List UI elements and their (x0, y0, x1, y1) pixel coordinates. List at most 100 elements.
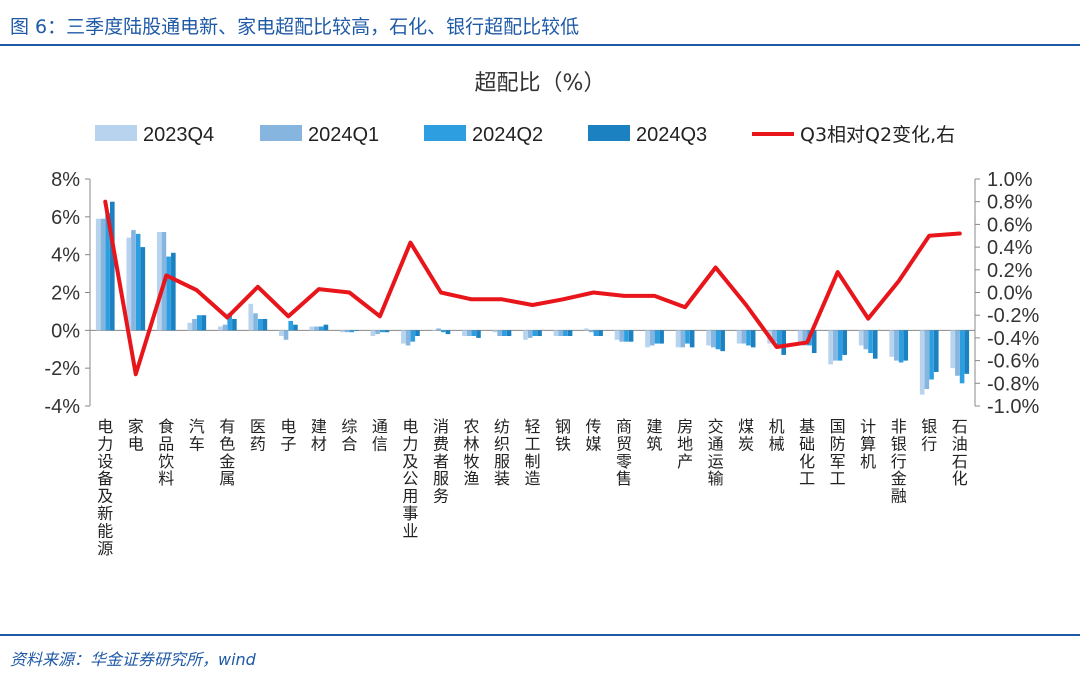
category-label-9: 通信 (372, 417, 388, 453)
left-tick-label: 2% (51, 283, 80, 305)
bar-2024Q2-13 (502, 330, 507, 336)
bar-2024Q1-8 (344, 330, 350, 333)
bar-2023Q4-19 (675, 330, 681, 348)
category-label-15: 钢铁 (555, 417, 571, 453)
bar-2024Q3-0 (110, 201, 115, 331)
bar-2024Q2-8 (349, 330, 355, 333)
bar-2024Q1-1 (131, 230, 136, 331)
bar-2024Q3-5 (262, 318, 268, 331)
bar-2024Q3-16 (598, 330, 603, 336)
category-label-11: 消费者服务 (433, 417, 449, 506)
chart-category-labels: 电力设备及新能源家电食品饮料汽车有色金属医药电子建材综合通信电力及公用事业消费者… (97, 417, 967, 558)
category-label-5: 医药 (250, 417, 266, 453)
bar-2024Q3-27 (933, 330, 939, 372)
category-label-27: 银行 (921, 417, 937, 453)
left-tick-label: -4% (44, 396, 80, 418)
bar-2024Q1-20 (710, 330, 716, 348)
chart-legend: 2023Q4 2024Q1 2024Q2 2024Q3 Q3相对Q2变化,右 (95, 124, 955, 146)
bar-2024Q3-19 (689, 330, 695, 348)
bar-2024Q2-20 (715, 330, 721, 350)
bar-2024Q2-12 (471, 330, 477, 336)
bar-2024Q3-14 (537, 330, 542, 336)
bar-2024Q3-3 (201, 315, 207, 331)
bar-2024Q1-7 (314, 326, 319, 331)
legend-label-2: 2024Q2 (472, 124, 543, 146)
bar-2024Q3-12 (476, 330, 481, 338)
bar-2024Q1-14 (527, 330, 533, 338)
bar-2024Q2-7 (318, 326, 324, 331)
legend-label-0: 2023Q4 (143, 124, 214, 146)
left-tick-label: 4% (51, 245, 80, 267)
bar-2023Q4-14 (523, 330, 528, 340)
bar-2024Q2-0 (105, 213, 110, 331)
bar-2023Q4-28 (950, 330, 955, 369)
bar-2023Q4-2 (156, 231, 162, 331)
category-label-12: 农林牧渔 (463, 417, 479, 488)
bar-2024Q3-7 (323, 324, 329, 331)
bar-2024Q2-2 (166, 256, 171, 331)
category-label-24: 国防军工 (830, 417, 846, 488)
bar-2024Q1-3 (192, 318, 197, 331)
bar-2024Q2-11 (441, 330, 446, 333)
bar-2024Q3-11 (445, 330, 451, 335)
bar-2024Q2-16 (593, 330, 599, 336)
category-label-18: 建筑 (647, 417, 663, 453)
category-label-0: 电力设备及新能源 (97, 417, 113, 558)
bar-2023Q4-21 (736, 330, 742, 344)
bar-2024Q2-17 (624, 330, 629, 342)
category-label-25: 计算机 (860, 417, 876, 471)
right-tick-label: 0.8% (987, 192, 1033, 214)
bar-2024Q2-21 (746, 330, 751, 346)
legend-label-3: 2024Q3 (636, 124, 707, 146)
bar-2024Q3-10 (415, 330, 420, 336)
bar-2023Q4-25 (858, 330, 864, 346)
category-label-21: 煤炭 (738, 417, 754, 453)
bar-2024Q2-24 (837, 330, 843, 361)
category-label-26: 非银行金融 (891, 417, 907, 506)
legend-swatch-3 (588, 125, 630, 141)
bar-2024Q1-15 (558, 330, 563, 336)
bar-2024Q1-12 (466, 330, 472, 336)
bar-2023Q4-23 (797, 330, 803, 344)
bar-2024Q3-1 (140, 247, 146, 331)
bar-2023Q4-12 (462, 330, 467, 336)
bar-2024Q3-17 (628, 330, 634, 342)
bar-2024Q2-10 (410, 330, 416, 342)
bar-2024Q3-6 (293, 324, 298, 331)
right-tick-label: 0.6% (987, 214, 1033, 236)
category-label-22: 机械 (769, 417, 785, 453)
category-label-2: 食品饮料 (158, 417, 174, 488)
chart-axes: 8% 6% 4% 2% 0% -2% -4% 1.0%0.8%0.6%0.4%0.2%0.0%… (44, 169, 1039, 418)
bar-2024Q1-4 (222, 324, 228, 331)
chart-title: 超配比（%） (475, 71, 606, 96)
bar-2024Q2-5 (257, 318, 263, 331)
bar-2024Q1-10 (405, 330, 411, 346)
bar-2024Q2-28 (959, 330, 965, 384)
title-divider (0, 44, 1080, 46)
bar-2023Q4-27 (919, 330, 925, 395)
bar-2024Q1-0 (100, 218, 106, 331)
category-label-4: 有色金属 (219, 417, 235, 488)
bar-2023Q4-26 (889, 330, 894, 357)
right-tick-label: 1.0% (987, 169, 1033, 191)
bar-2024Q3-13 (506, 330, 512, 336)
source-note: 资料来源：华金证券研究所，wind (10, 650, 256, 669)
figure-title: 图 6：三季度陆股通电新、家电超配比较高，石化、银行超配比较低 (10, 16, 580, 38)
bar-2024Q2-19 (685, 330, 690, 344)
right-tick-label: -0.2% (987, 305, 1039, 327)
bar-2024Q3-22 (781, 330, 786, 355)
bar-2024Q1-25 (863, 330, 869, 350)
left-tick-label: 0% (51, 320, 80, 342)
right-tick-label: -0.4% (987, 328, 1039, 350)
bar-2023Q4-17 (614, 330, 620, 340)
bar-2024Q1-6 (283, 330, 289, 340)
bar-2024Q1-24 (833, 330, 838, 361)
bar-2024Q3-20 (720, 330, 725, 352)
bar-2024Q3-25 (872, 330, 878, 359)
bar-2023Q4-1 (126, 237, 132, 331)
left-tick-label: 8% (51, 169, 80, 191)
bar-2024Q1-19 (680, 330, 686, 348)
bar-2023Q4-13 (492, 330, 498, 333)
bar-2023Q4-6 (279, 330, 284, 336)
bar-2024Q3-15 (567, 330, 573, 336)
